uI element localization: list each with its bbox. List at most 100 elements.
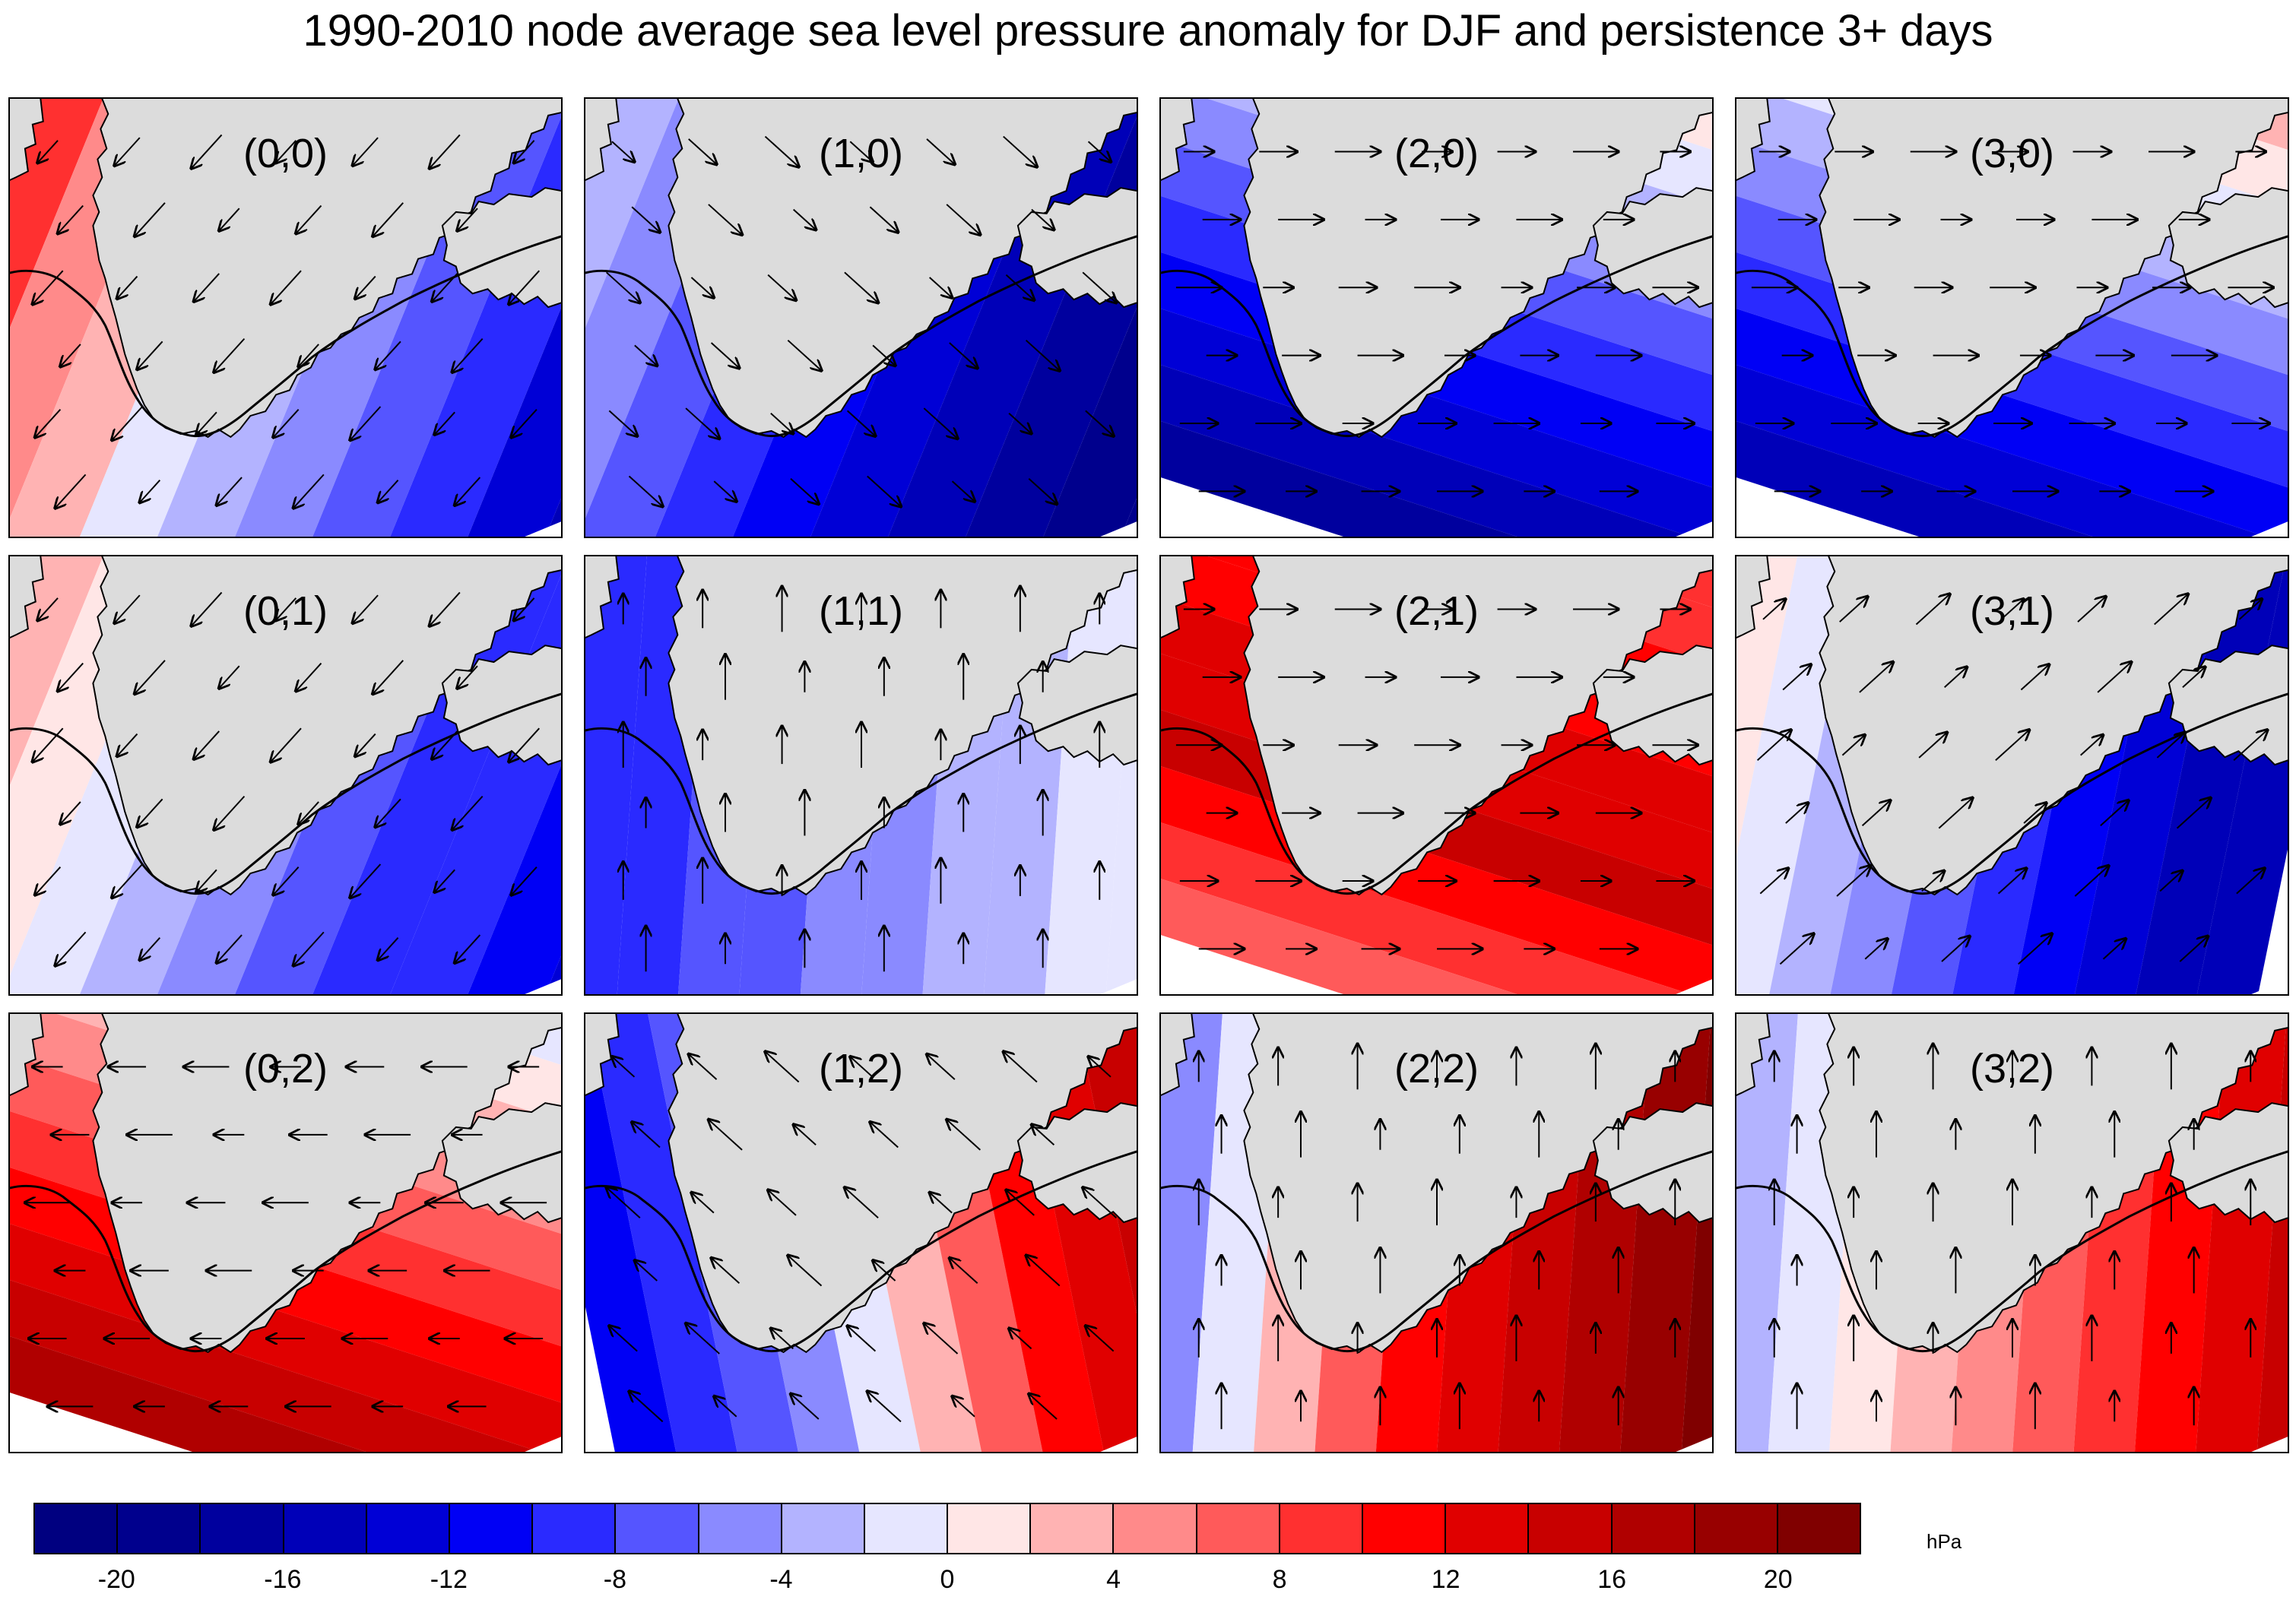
coastline	[10, 692, 561, 895]
baffin-landmass	[1161, 556, 1195, 639]
wind-vector	[137, 341, 163, 369]
node-label: (1,2)	[818, 1046, 904, 1091]
projection-edge	[1676, 1437, 1712, 1452]
wind-vector	[690, 277, 713, 298]
greenland-landmass	[1243, 99, 1712, 439]
colorbar-swatch	[533, 1504, 617, 1553]
node-label: (3,2)	[1969, 1046, 2055, 1091]
coastline	[10, 235, 561, 438]
slp-anomaly-map	[585, 556, 1137, 994]
wind-vector	[1859, 662, 1893, 693]
wind-vector	[137, 798, 163, 827]
wind-vector	[708, 204, 742, 235]
baffin-landmass	[10, 1014, 44, 1097]
wind-vector	[793, 208, 816, 230]
wind-vector	[1944, 667, 1967, 688]
wind-vector	[135, 660, 166, 694]
slp-anomaly-map	[1161, 1014, 1712, 1452]
wind-vector	[771, 1329, 794, 1350]
map-panel: (3,0)	[1735, 97, 2289, 538]
colorbar-swatch	[1446, 1504, 1530, 1553]
greenland-landmass	[668, 556, 1137, 896]
contour-band	[1161, 421, 1517, 537]
wind-vector	[787, 339, 821, 371]
colorbar-swatch	[699, 1504, 782, 1553]
wind-vector	[628, 475, 662, 506]
wind-vector	[629, 1391, 664, 1423]
colorbar-tick-label: 4	[1106, 1565, 1121, 1594]
wind-vector	[794, 1125, 817, 1145]
wind-vector	[350, 406, 382, 440]
baffin-landmass	[1736, 556, 1771, 639]
wind-vector	[60, 344, 81, 366]
wind-vector	[788, 1256, 823, 1287]
wind-vector	[1086, 1326, 1115, 1352]
colorbar-tick-label: 12	[1431, 1565, 1460, 1594]
wind-vector	[946, 204, 980, 235]
wind-vector	[949, 342, 978, 368]
projection-edge	[525, 1437, 561, 1452]
wind-vector	[509, 270, 540, 304]
colorbar-swatch	[118, 1504, 201, 1553]
wind-vector	[353, 594, 379, 623]
wind-vector	[114, 137, 141, 166]
contour-band	[1736, 1014, 1798, 1452]
colorbar-tick-label: -20	[97, 1565, 135, 1594]
wind-vector	[55, 931, 87, 965]
baffin-landmass	[10, 556, 44, 639]
wind-vector	[435, 411, 455, 434]
colorbar-swatch	[1280, 1504, 1363, 1553]
wind-vector	[353, 137, 379, 166]
wind-vector	[1995, 730, 2029, 761]
wind-vector	[217, 477, 243, 505]
wind-vector	[950, 1258, 978, 1285]
colorbar-swatch	[449, 1504, 534, 1553]
wind-vector	[1941, 936, 1970, 962]
wind-vector	[845, 1187, 879, 1218]
wind-vector	[2000, 599, 2023, 620]
wind-vector	[432, 730, 458, 759]
colorbar-tick-label: 16	[1597, 1565, 1627, 1594]
wind-vector	[2236, 868, 2265, 895]
wind-vector	[192, 134, 223, 168]
wind-vector	[196, 869, 217, 892]
colorbar-tick-label: 0	[940, 1565, 955, 1594]
wind-vector	[1089, 1057, 1112, 1078]
colorbar-swatch	[35, 1504, 119, 1553]
map-panel: (1,1)	[584, 555, 1138, 996]
wind-vector	[271, 270, 302, 304]
wind-vector	[790, 478, 819, 504]
colorbar-swatch	[201, 1504, 284, 1553]
wind-vector	[271, 727, 302, 762]
wind-vector	[953, 1396, 975, 1418]
wind-vector	[373, 202, 404, 236]
wind-vector	[1918, 733, 1947, 759]
greenland-landmass	[92, 99, 561, 439]
projection-edge	[1676, 979, 1712, 994]
wind-vector	[764, 135, 798, 167]
wind-vector	[2100, 800, 2129, 827]
wind-vector	[869, 206, 898, 232]
wind-vector	[1008, 412, 1031, 434]
colorbar-unit: hPa	[1927, 1530, 1962, 1553]
wind-vector	[1025, 339, 1060, 371]
wind-vector	[2238, 599, 2262, 620]
wind-vector	[1082, 271, 1116, 303]
wind-vector	[713, 480, 736, 502]
wind-vector	[194, 273, 220, 302]
slp-anomaly-map	[585, 1014, 1137, 1452]
wind-vector	[455, 934, 481, 963]
baffin-landmass	[585, 1014, 620, 1097]
baffin-landmass	[10, 99, 44, 182]
projection-edge	[2251, 979, 2288, 994]
map-panel: (0,2)	[8, 1012, 563, 1453]
projection-edge	[525, 521, 561, 537]
wind-vector	[114, 594, 141, 623]
wind-vector	[140, 480, 161, 502]
wind-vector	[2077, 597, 2106, 623]
wind-vector	[844, 271, 878, 303]
wind-vector	[33, 727, 64, 762]
greenland-landmass	[1243, 556, 1712, 896]
wind-vector	[1762, 599, 1785, 620]
